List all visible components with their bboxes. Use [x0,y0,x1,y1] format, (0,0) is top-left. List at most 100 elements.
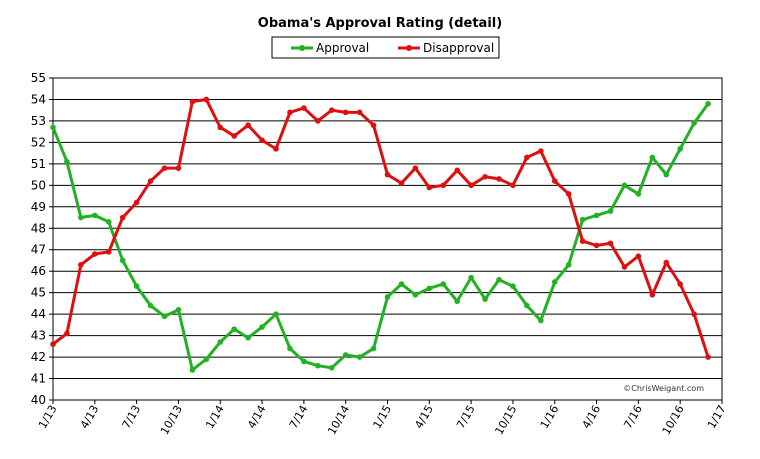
y-tick-label: 44 [31,307,46,321]
x-tick-label: 7/14 [287,403,311,431]
data-point-approval [691,120,697,126]
plot-area [52,77,723,401]
data-point-disapproval [217,124,224,131]
data-point-approval [663,171,670,178]
x-tick-label: 4/13 [78,403,102,431]
y-tick-label: 40 [31,393,46,407]
data-point-approval [482,296,488,302]
data-point-approval [273,311,279,317]
data-point-approval [579,216,586,223]
x-tick-label: 7/15 [454,403,478,431]
data-point-disapproval [691,311,697,317]
x-tick-label: 10/16 [660,403,687,437]
data-point-disapproval [705,354,711,360]
data-point-approval [454,298,460,305]
data-point-approval [217,339,224,345]
y-tick-label: 47 [31,243,46,257]
data-point-disapproval [273,146,279,152]
data-point-approval [259,324,265,330]
data-point-approval [287,345,293,352]
x-tick-label: 10/14 [325,403,352,437]
data-point-disapproval [454,167,460,174]
data-point-disapproval [133,199,140,206]
x-tick-label: 7/16 [621,403,645,431]
data-point-disapproval [621,264,628,270]
data-point-approval [398,281,405,287]
data-point-disapproval [663,259,670,266]
data-point-approval [147,302,154,309]
legend-approval-label: Approval [316,41,369,55]
data-point-approval [245,334,251,341]
legend-disapproval-marker [406,45,412,51]
data-point-disapproval [649,292,656,298]
data-point-approval [551,279,558,285]
data-point-disapproval [189,98,196,105]
x-tick-label: 4/16 [580,403,604,431]
data-point-disapproval [92,251,98,257]
data-point-approval [384,294,391,300]
y-tick-label: 46 [31,264,46,278]
gridlines [53,98,722,380]
x-tick-label: 1/17 [705,403,729,431]
y-tick-label: 52 [31,135,46,149]
data-point-disapproval [384,171,391,178]
data-point-approval [161,313,168,320]
data-point-disapproval [50,341,56,347]
x-tick-label: 1/14 [203,403,227,431]
y-tick-label: 43 [31,329,46,343]
data-point-disapproval [78,261,84,268]
data-point-approval [524,302,530,309]
plot-border [52,77,723,401]
x-tick-label: 1/13 [36,403,60,431]
data-point-approval [64,158,70,165]
data-point-approval [328,365,335,371]
x-tick-label: 10/15 [492,403,519,437]
data-point-disapproval [231,133,237,139]
y-tick-label: 42 [31,350,46,364]
data-point-disapproval [175,165,182,171]
x-tick-label: 10/13 [158,403,185,437]
data-point-approval [189,367,196,373]
data-point-disapproval [524,154,530,161]
data-point-approval [119,257,126,264]
x-axis-ticks: 1/13 4/13 7/13 10/13 1/14 4/14 7/14 10/14 1/15 4/… [36,400,729,437]
chart-title: Obama's Approval Rating (detail) [258,16,502,31]
data-point-approval [426,285,433,292]
data-point-disapproval [482,173,488,180]
data-point-disapproval [342,109,349,116]
data-point-disapproval [64,330,70,337]
data-point-approval [342,352,349,358]
data-point-approval [677,146,683,152]
data-point-approval [301,358,307,365]
data-point-disapproval [565,191,572,197]
x-tick-label: 7/13 [120,403,144,431]
data-point-approval [440,281,447,287]
data-point-disapproval [579,238,586,244]
data-point-disapproval [287,109,293,116]
data-point-disapproval [635,253,642,259]
data-point-disapproval [119,214,126,221]
data-point-disapproval [161,165,168,171]
data-point-approval [50,124,56,131]
legend-disapproval-label: Disapproval [423,41,494,55]
data-point-approval [496,276,502,283]
data-point-approval [231,326,237,332]
data-point-approval [607,208,614,214]
data-point-approval [565,261,572,268]
data-point-approval [412,292,419,298]
data-point-disapproval [245,122,251,129]
data-point-approval [635,191,642,197]
data-point-approval [593,212,600,219]
data-point-disapproval [538,148,544,154]
y-axis-ticks: 40 41 42 43 44 45 46 47 48 49 50 51 52 53 54 55 [31,71,53,407]
y-tick-label: 41 [31,372,46,386]
data-point-disapproval [301,105,307,111]
x-tick-label: 1/15 [370,403,394,431]
data-point-disapproval [510,182,516,189]
data-point-disapproval [677,281,683,287]
series-disapproval [50,96,711,360]
data-point-approval [315,362,321,369]
data-point-disapproval [607,240,614,247]
data-point-approval [105,219,112,225]
